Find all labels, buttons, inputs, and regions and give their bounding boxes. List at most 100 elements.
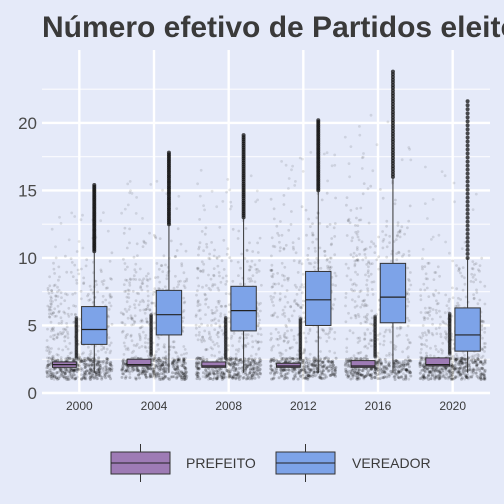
jitter-point: [384, 360, 388, 364]
jitter-point: [377, 267, 381, 271]
jitter-point: [48, 307, 51, 311]
jitter-point: [55, 376, 59, 380]
jitter-point: [175, 207, 179, 211]
jitter-point: [483, 330, 487, 334]
jitter-point: [216, 335, 220, 339]
jitter-point: [228, 370, 232, 374]
jitter-point: [176, 374, 180, 378]
jitter-point: [243, 371, 247, 374]
jitter-point: [110, 322, 114, 326]
jitter-point: [157, 347, 161, 351]
jitter-point: [183, 286, 187, 290]
jitter-point: [249, 368, 252, 372]
jitter-point: [305, 358, 309, 362]
jitter-point: [195, 356, 199, 360]
jitter-point: [307, 361, 310, 365]
jitter-point: [198, 218, 202, 221]
jitter-point: [89, 377, 93, 381]
jitter-point: [134, 344, 138, 348]
jitter-point: [92, 376, 96, 380]
jitter-point: [153, 376, 157, 380]
jitter-point: [318, 369, 322, 373]
jitter-point: [215, 333, 219, 336]
jitter-point: [441, 374, 445, 377]
jitter-point: [198, 241, 202, 245]
jitter-point: [227, 368, 231, 372]
jitter-point: [66, 356, 69, 360]
jitter-point: [254, 339, 258, 343]
jitter-point: [208, 257, 212, 261]
jitter-point: [301, 272, 305, 276]
jitter-point: [154, 363, 157, 367]
jitter-point: [138, 376, 141, 380]
jitter-point: [251, 371, 255, 375]
jitter-point: [437, 291, 441, 295]
jitter-point: [347, 266, 350, 270]
jitter-point: [144, 334, 148, 337]
jitter-point: [197, 356, 201, 360]
jitter-point: [346, 360, 350, 363]
jitter-point: [47, 352, 51, 355]
jitter-point: [209, 346, 213, 349]
jitter-point: [50, 357, 53, 361]
jitter-point: [51, 300, 54, 303]
jitter-point: [48, 374, 52, 378]
jitter-point: [224, 304, 228, 308]
jitter-point: [296, 271, 300, 274]
jitter-point: [219, 314, 222, 318]
jitter-point: [437, 350, 440, 354]
jitter-point: [91, 360, 95, 364]
jitter-point: [49, 305, 53, 309]
jitter-point: [144, 346, 148, 350]
jitter-point: [294, 375, 298, 379]
jitter-point: [122, 358, 126, 362]
jitter-point: [269, 268, 272, 272]
jitter-point: [194, 315, 198, 318]
jitter-point: [139, 285, 143, 288]
jitter-point: [100, 280, 104, 284]
jitter-point: [185, 351, 189, 355]
jitter-point: [185, 279, 188, 283]
jitter-point: [326, 266, 330, 270]
jitter-point: [286, 329, 289, 333]
jitter-point: [369, 272, 373, 276]
jitter-point: [427, 295, 431, 298]
jitter-point: [435, 299, 438, 303]
jitter-point: [251, 367, 254, 371]
jitter-point: [158, 360, 162, 364]
jitter-point: [89, 358, 92, 362]
jitter-point: [467, 362, 471, 366]
jitter-point: [406, 338, 410, 342]
jitter-point: [434, 327, 438, 331]
jitter-point: [234, 367, 238, 371]
jitter-point: [374, 374, 377, 378]
jitter-point: [250, 357, 254, 361]
jitter-point: [182, 309, 186, 312]
jitter-point: [222, 373, 226, 377]
jitter-point: [173, 358, 176, 362]
jitter-point: [287, 317, 291, 321]
jitter-point: [427, 330, 431, 333]
jitter-point: [425, 339, 428, 342]
x-tick-label: 2000: [66, 399, 93, 413]
jitter-point: [254, 268, 258, 271]
jitter-point: [48, 284, 52, 288]
jitter-point: [148, 375, 152, 379]
jitter-point: [196, 358, 200, 362]
jitter-point: [52, 284, 56, 288]
jitter-point: [288, 360, 292, 364]
jitter-point: [302, 361, 306, 365]
jitter-point: [321, 360, 325, 364]
jitter-point: [364, 247, 368, 251]
jitter-point: [375, 363, 379, 367]
jitter-point: [423, 369, 427, 373]
jitter-point: [63, 299, 67, 302]
jitter-point: [260, 283, 263, 287]
jitter-point: [327, 368, 331, 372]
jitter-point: [152, 372, 156, 376]
jitter-point: [227, 310, 231, 314]
jitter-point: [88, 376, 92, 380]
jitter-point: [68, 373, 72, 377]
jitter-point: [199, 338, 203, 342]
jitter-point: [332, 303, 335, 307]
